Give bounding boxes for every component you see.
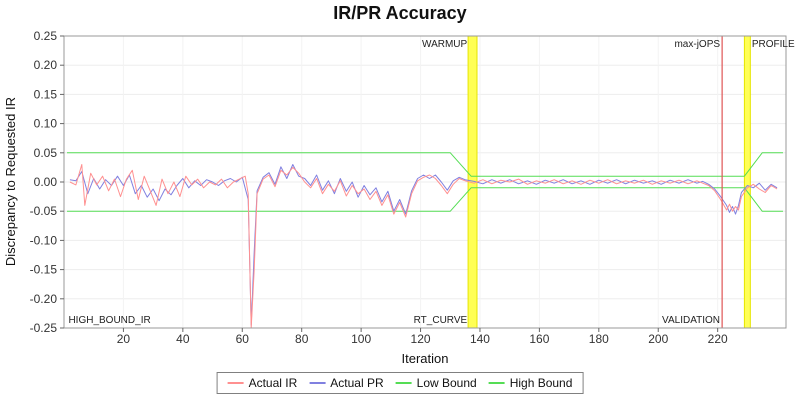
legend-label-actual-ir: Actual IR <box>248 376 298 390</box>
y-tick-label: -0.20 <box>30 292 58 306</box>
chart-legend: Actual IR Actual PR Low Bound High Bound <box>216 372 584 394</box>
y-tick-label: 0.05 <box>34 146 58 160</box>
legend-swatch-low-bound <box>395 382 412 384</box>
annotation-high-bound-ir: HIGH_BOUND_IR <box>68 315 150 326</box>
y-tick-label: 0.10 <box>34 117 58 131</box>
y-tick-label: 0.00 <box>34 175 58 189</box>
series-actual-pr <box>69 164 778 326</box>
x-axis-label: Iteration <box>401 351 449 366</box>
x-tick-label: 20 <box>117 332 131 346</box>
y-tick-label: -0.10 <box>30 233 58 247</box>
x-tick-label: 140 <box>470 332 490 346</box>
legend-swatch-actual-ir <box>227 382 244 384</box>
legend-item-actual-ir: Actual IR <box>227 376 298 390</box>
chart-title: IR/PR Accuracy <box>333 3 467 23</box>
annotation-max-jops: max-jOPS <box>674 39 720 50</box>
legend-swatch-actual-pr <box>309 382 326 384</box>
y-tick-label: 0.25 <box>34 29 58 43</box>
region-profile-band <box>743 35 751 329</box>
x-tick-label: 200 <box>648 332 668 346</box>
legend-label-actual-pr: Actual PR <box>330 376 384 390</box>
y-tick-label: -0.25 <box>30 321 58 335</box>
x-tick-label: 40 <box>176 332 190 346</box>
series-high-bound <box>67 152 783 177</box>
annotation-validation: VALIDATION <box>662 315 720 326</box>
y-tick-label: 0.20 <box>34 58 58 72</box>
x-tick-label: 160 <box>529 332 549 346</box>
annotation-rt-curve: RT_CURVE <box>414 315 468 326</box>
y-axis-label-text: Discrepancy to Requested IR <box>2 97 18 267</box>
x-tick-label: 60 <box>236 332 250 346</box>
x-tick-label: 120 <box>411 332 431 346</box>
y-tick-label: -0.05 <box>30 204 58 218</box>
legend-label-low-bound: Low Bound <box>416 376 477 390</box>
legend-item-low-bound: Low Bound <box>395 376 477 390</box>
y-tick-label: -0.15 <box>30 263 58 277</box>
y-axis-label: Discrepancy to Requested IR <box>0 36 20 328</box>
series-actual-ir <box>69 164 778 329</box>
legend-item-high-bound: High Bound <box>488 376 573 390</box>
x-tick-label: 180 <box>589 332 609 346</box>
annotation-profile: PROFILE <box>752 39 795 50</box>
x-tick-label: 220 <box>708 332 728 346</box>
legend-swatch-high-bound <box>488 382 505 384</box>
y-tick-label: 0.15 <box>34 87 58 101</box>
x-tick-label: 100 <box>351 332 371 346</box>
legend-label-high-bound: High Bound <box>509 376 573 390</box>
annotation-warmup: WARMUP <box>422 39 468 50</box>
x-tick-label: 80 <box>295 332 309 346</box>
legend-item-actual-pr: Actual PR <box>309 376 384 390</box>
series-low-bound <box>67 187 783 212</box>
